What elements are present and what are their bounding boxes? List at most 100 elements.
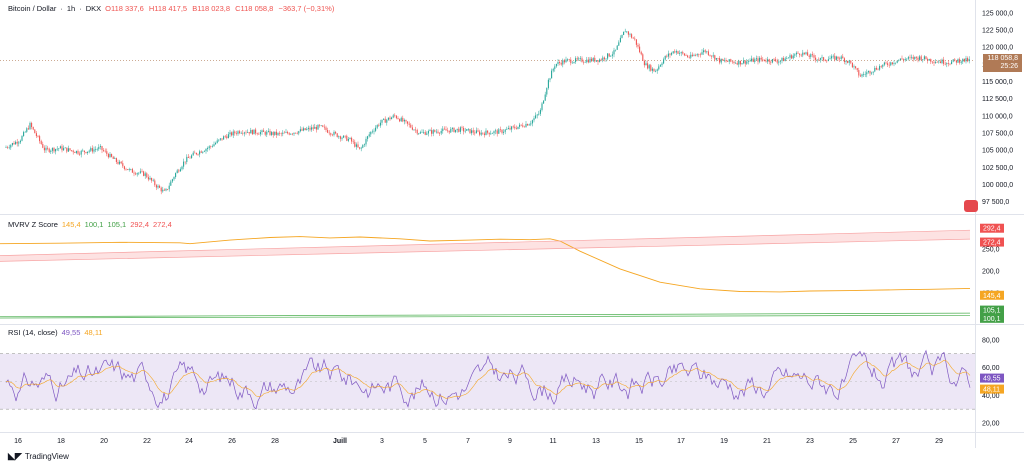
candle-body	[274, 131, 276, 135]
price-axis-tick: 115 000,0	[982, 79, 1013, 86]
candle-body	[811, 54, 813, 56]
candle-body	[866, 72, 868, 75]
event-flag-icon[interactable]	[964, 200, 978, 212]
last-price-tag: 118 058,8 25:26	[983, 54, 1022, 72]
candle-body	[935, 62, 937, 63]
candle-body	[619, 37, 621, 43]
candle-body	[960, 61, 962, 63]
candle-body	[560, 62, 562, 65]
candle-body	[418, 133, 420, 135]
candle-body	[34, 129, 36, 134]
candle-body	[466, 129, 468, 131]
candle-body	[53, 148, 55, 152]
candle-body	[858, 70, 860, 76]
candle-body	[477, 130, 479, 132]
candle-body	[407, 121, 409, 124]
price-axis-tick: 110 000,0	[982, 113, 1013, 120]
mvrv-axis-tick: 200,0	[982, 269, 1000, 276]
candle-body	[506, 129, 508, 130]
symbol-name[interactable]: Bitcoin / Dollar	[8, 4, 57, 13]
candle-body	[467, 128, 469, 130]
candle-body	[330, 133, 332, 135]
candle-body	[891, 62, 893, 64]
exchange-label: DKX	[85, 4, 102, 13]
candle-body	[546, 88, 548, 95]
candle-body	[218, 139, 220, 141]
candle-body	[507, 128, 509, 130]
candle-body	[759, 57, 761, 62]
candle-body	[786, 58, 788, 59]
candle-body	[362, 145, 364, 148]
candle-body	[61, 146, 63, 151]
candle-body	[749, 60, 751, 62]
candle-body	[21, 136, 23, 141]
candle-body	[31, 122, 33, 128]
candle-body	[805, 52, 807, 54]
candle-body	[159, 185, 161, 188]
candle-body	[43, 147, 45, 151]
candle-body	[242, 133, 244, 134]
time-axis-tick: 24	[185, 438, 193, 445]
candle-body	[109, 154, 111, 158]
last-price-value: 118 058,8	[987, 55, 1018, 62]
candle-body	[699, 54, 701, 56]
candle-body	[410, 124, 412, 128]
candle-body	[773, 59, 775, 60]
mvrv-title[interactable]: MVRV Z Score	[8, 220, 58, 229]
candle-body	[499, 129, 501, 131]
candle-body	[602, 57, 604, 61]
candle-body	[511, 126, 513, 130]
candle-body	[114, 158, 116, 159]
candle-body	[320, 125, 322, 127]
candle-body	[658, 66, 660, 70]
candle-body	[251, 129, 253, 135]
mvrv-val-2: 100,1	[84, 220, 104, 229]
candle-body	[711, 55, 713, 57]
candle-body	[688, 56, 690, 58]
interval-label[interactable]: 1h	[66, 4, 76, 13]
candle-body	[944, 63, 946, 65]
candle-body	[911, 56, 913, 58]
candle-body	[531, 120, 533, 124]
candle-body	[613, 50, 615, 55]
tradingview-logo[interactable]: ◣◤ TradingView	[8, 451, 69, 462]
candle-body	[962, 58, 964, 62]
candle-body	[87, 151, 89, 154]
candle-body	[13, 143, 15, 145]
candle-body	[64, 147, 66, 149]
candle-body	[424, 132, 426, 135]
candle-body	[547, 79, 549, 89]
candle-body	[491, 133, 493, 134]
candle-body	[183, 161, 185, 167]
candle-body	[312, 127, 314, 129]
candle-body	[351, 137, 353, 142]
candle-body	[851, 62, 853, 68]
candle-body	[664, 55, 666, 60]
rsi-axis-tick: 40,00	[982, 393, 1000, 400]
candle-body	[735, 62, 737, 64]
candle-body	[392, 115, 394, 118]
candle-body	[341, 137, 343, 139]
price-axis-tick: 100 000,0	[982, 182, 1013, 189]
candle-body	[447, 130, 449, 132]
candle-body	[515, 128, 517, 129]
candle-body	[306, 128, 308, 130]
candle-body	[47, 147, 49, 149]
candle-body	[98, 147, 100, 150]
candle-body	[50, 150, 52, 152]
candle-body	[519, 124, 521, 127]
rsi-title[interactable]: RSI (14, close)	[8, 328, 58, 337]
candle-body	[912, 56, 914, 60]
candle-body	[317, 124, 319, 130]
candle-body	[829, 58, 831, 60]
candle-body	[832, 55, 834, 57]
candle-body	[226, 136, 228, 139]
candle-body	[298, 131, 300, 134]
candle-body	[567, 59, 569, 60]
candle-body	[591, 58, 593, 62]
candle-body	[824, 60, 826, 61]
time-axis-tick: 7	[466, 438, 470, 445]
candle-body	[101, 146, 103, 151]
mvrv-value-tag-text: 100,1	[983, 316, 1001, 323]
